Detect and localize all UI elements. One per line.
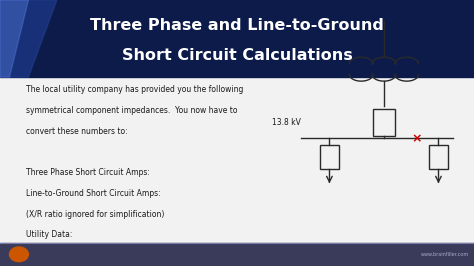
Text: Utility Data:: Utility Data:	[26, 230, 73, 239]
Bar	[429, 145, 448, 169]
Text: Three Phase and Line-to-Ground: Three Phase and Line-to-Ground	[90, 18, 384, 33]
Text: Three Phase Short Circuit Amps:: Three Phase Short Circuit Amps:	[26, 168, 150, 177]
Bar	[0, 243, 474, 266]
Polygon shape	[0, 0, 28, 77]
Text: Short Circuit Calculations: Short Circuit Calculations	[122, 48, 352, 63]
Text: 13.8 kV: 13.8 kV	[272, 118, 301, 127]
Bar	[320, 145, 339, 169]
Text: The local utility company has provided you the following: The local utility company has provided y…	[26, 85, 244, 94]
Text: symmetrical component impedances.  You now have to: symmetrical component impedances. You no…	[26, 106, 237, 115]
Text: (X/R ratio ignored for simplification): (X/R ratio ignored for simplification)	[26, 210, 164, 219]
Text: Line-to-Ground Short Circuit Amps:: Line-to-Ground Short Circuit Amps:	[26, 189, 161, 198]
Bar	[0, 0, 474, 77]
Text: ×: ×	[412, 132, 422, 145]
Ellipse shape	[9, 247, 28, 262]
Polygon shape	[0, 0, 57, 77]
Bar	[374, 109, 395, 136]
Text: convert these numbers to:: convert these numbers to:	[26, 127, 128, 136]
Text: www.brainfiller.com: www.brainfiller.com	[421, 252, 469, 257]
